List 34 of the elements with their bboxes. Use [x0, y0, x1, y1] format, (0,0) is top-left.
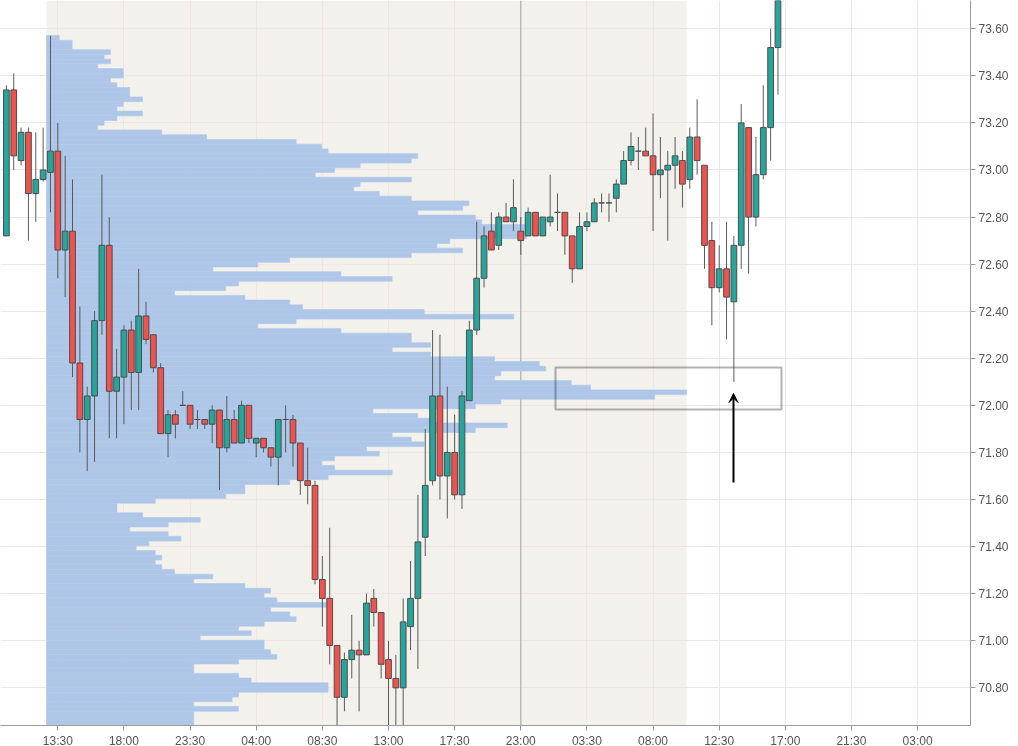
y-tick-label: 72.00	[978, 398, 1009, 413]
y-tick-label: 72.40	[978, 304, 1009, 319]
candlestick	[605, 193, 613, 223]
y-tick-label: 73.40	[978, 69, 1009, 84]
y-tick-label: 73.20	[978, 116, 1009, 131]
x-tick-label: 17:00	[770, 733, 801, 746]
x-tick-label: 17:30	[439, 733, 470, 746]
x-tick-label: 23:00	[505, 733, 537, 746]
x-tick-label: 21:30	[836, 733, 867, 746]
x-tick-label: 04:00	[241, 733, 272, 746]
y-tick-label: 71.40	[978, 540, 1009, 555]
x-tick-label: 03:00	[902, 733, 933, 746]
y-tick-label: 71.80	[978, 445, 1009, 460]
y-tick-label: 73.00	[978, 163, 1009, 178]
x-tick-label: 08:30	[307, 733, 338, 746]
x-tick-label: 08:00	[638, 733, 669, 746]
y-tick-label: 71.60	[978, 493, 1009, 508]
bar	[46, 715, 194, 721]
bar	[46, 110, 143, 117]
x-tick-label: 18:00	[108, 733, 140, 746]
x-tick-label: 12:30	[704, 733, 735, 746]
x-tick-label: 13:30	[42, 733, 74, 746]
x-tick-label: 03:30	[571, 733, 603, 746]
x-tick-label: 13:00	[373, 733, 404, 746]
x-tick-label: 23:30	[175, 733, 206, 746]
y-tick-label: 71.00	[978, 634, 1009, 649]
y-tick-label: 72.80	[978, 210, 1009, 225]
y-tick-label: 72.60	[978, 257, 1009, 272]
y-tick-label: 71.20	[978, 587, 1009, 602]
y-tick-label: 70.80	[978, 681, 1009, 696]
bar	[46, 488, 246, 495]
y-tick-label: 73.60	[978, 22, 1009, 37]
bar	[46, 58, 111, 65]
y-tick-label: 72.20	[978, 351, 1009, 366]
